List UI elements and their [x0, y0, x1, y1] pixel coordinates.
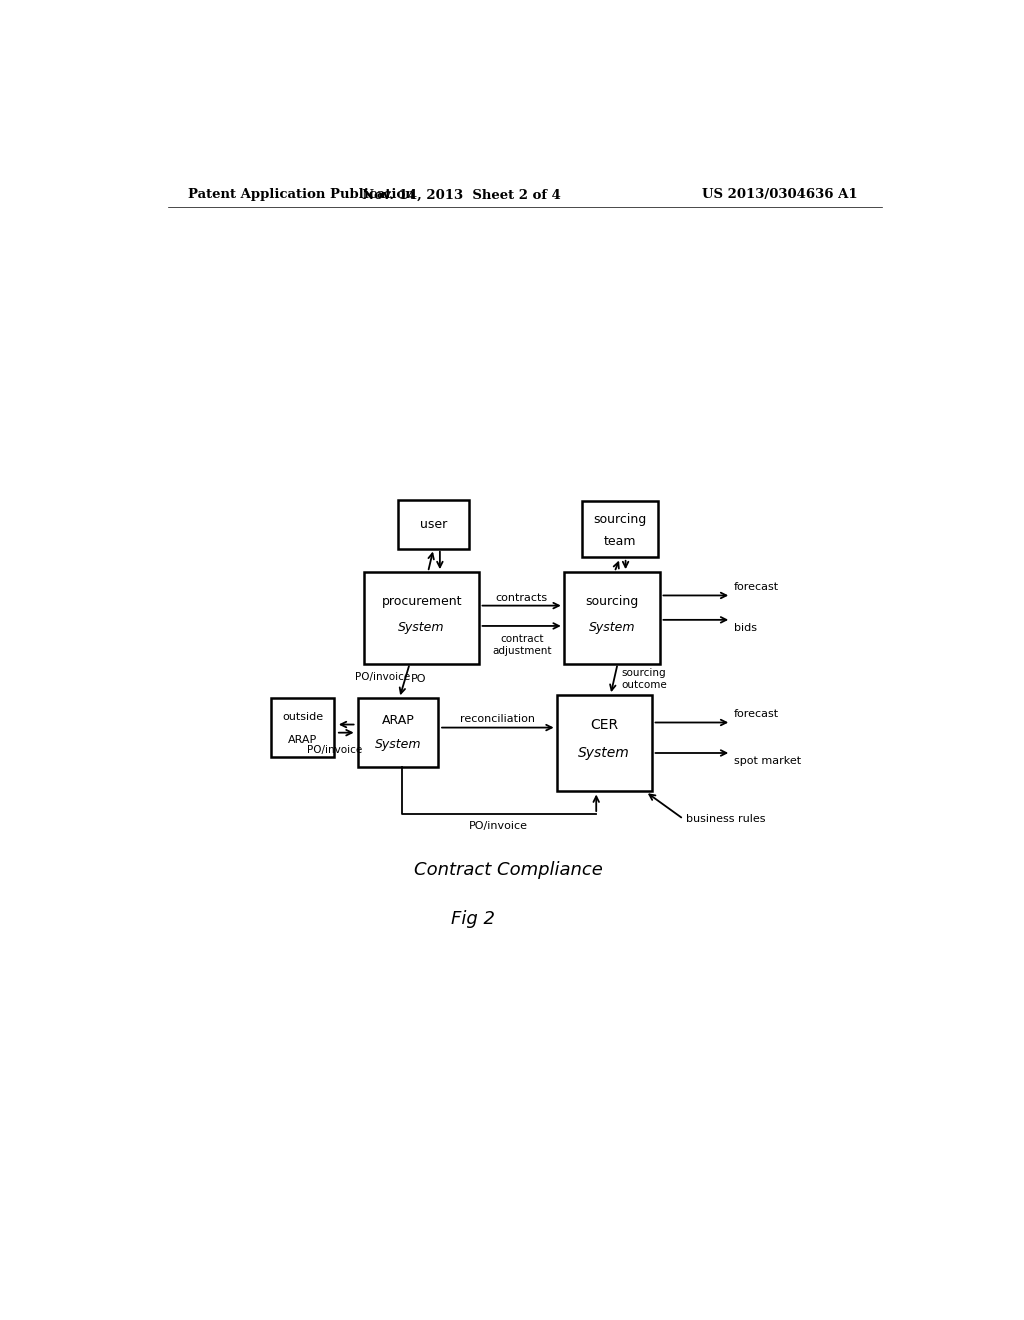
Text: reconciliation: reconciliation — [461, 714, 536, 723]
Text: Patent Application Publication: Patent Application Publication — [187, 189, 415, 202]
Text: System: System — [375, 738, 421, 751]
Text: System: System — [579, 746, 630, 760]
Text: Fig 2: Fig 2 — [452, 909, 496, 928]
Text: PO/invoice: PO/invoice — [307, 744, 361, 755]
Bar — [270, 698, 334, 758]
Bar — [583, 502, 657, 557]
Bar — [397, 500, 469, 549]
Text: PO: PO — [411, 673, 426, 684]
Text: ARAP: ARAP — [288, 735, 317, 744]
Text: Nov. 14, 2013  Sheet 2 of 4: Nov. 14, 2013 Sheet 2 of 4 — [361, 189, 561, 202]
Text: System: System — [398, 622, 444, 635]
Text: business rules: business rules — [686, 814, 765, 824]
Text: sourcing
outcome: sourcing outcome — [622, 668, 668, 689]
Text: bids: bids — [733, 623, 757, 632]
Text: ARAP: ARAP — [382, 714, 414, 727]
Bar — [557, 694, 652, 791]
Text: sourcing: sourcing — [586, 595, 639, 609]
Text: team: team — [604, 535, 636, 548]
Text: Contract Compliance: Contract Compliance — [415, 861, 603, 879]
Text: forecast: forecast — [733, 582, 778, 593]
Text: forecast: forecast — [733, 709, 778, 719]
Text: PO/invoice: PO/invoice — [469, 821, 528, 832]
Bar — [564, 572, 659, 664]
Text: System: System — [589, 622, 635, 635]
Text: procurement: procurement — [381, 595, 462, 609]
Bar — [365, 572, 479, 664]
Text: user: user — [420, 517, 447, 531]
Text: contract
adjustment: contract adjustment — [492, 634, 551, 656]
Text: US 2013/0304636 A1: US 2013/0304636 A1 — [702, 189, 858, 202]
Text: sourcing: sourcing — [593, 512, 647, 525]
Text: CER: CER — [590, 718, 618, 731]
Bar — [358, 698, 437, 767]
Text: contracts: contracts — [496, 593, 548, 602]
Text: spot market: spot market — [733, 756, 801, 766]
Text: PO/invoice: PO/invoice — [355, 672, 411, 681]
Text: outside: outside — [282, 713, 324, 722]
